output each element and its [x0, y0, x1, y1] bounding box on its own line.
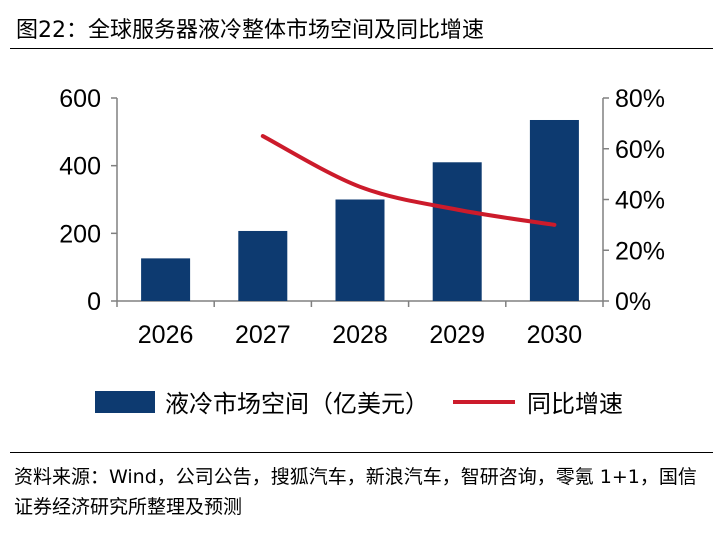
left-axis-tick-label: 400 — [59, 153, 101, 181]
left-axis-tick-label: 200 — [59, 220, 101, 248]
x-axis-tick-label: 2026 — [138, 321, 194, 349]
x-axis-tick-label: 2028 — [332, 321, 388, 349]
growth-line — [260, 134, 557, 227]
chart-legend: 液冷市场空间（亿美元） 同比增速 — [95, 384, 623, 419]
legend-line-label: 同比增速 — [527, 390, 623, 418]
bar-2026 — [141, 258, 191, 301]
title-divider — [10, 48, 713, 49]
x-axis-tick-label: 2027 — [235, 321, 291, 349]
chart-title: 图22：全球服务器液冷整体市场空间及同比增速 — [16, 18, 484, 43]
left-axis-tick-label: 600 — [59, 85, 101, 113]
bar-2028 — [335, 199, 385, 301]
legend-bar-swatch — [95, 390, 155, 413]
right-axis-tick-label: 20% — [615, 237, 665, 265]
x-axis-tick-label: 2030 — [527, 321, 583, 349]
x-axis-tick-label: 2029 — [429, 321, 485, 349]
combo-chart: 0 200 400 600 0% 20% 40% 60% 80% 2026 2027 2028 20… — [59, 85, 665, 349]
right-axis-tick-label: 80% — [615, 85, 665, 113]
bar-2029 — [432, 162, 482, 301]
left-axis-tick-label: 0 — [87, 288, 101, 316]
legend-bar-label: 液冷市场空间（亿美元） — [165, 390, 429, 418]
right-axis-tick-label: 40% — [615, 187, 665, 215]
source-divider — [10, 452, 713, 453]
right-axis-tick-label: 60% — [615, 136, 665, 164]
right-axis-tick-label: 0% — [615, 288, 651, 316]
legend-line-swatch — [453, 399, 515, 404]
bar-2027 — [238, 230, 288, 301]
source-note: 资料来源：Wind，公司公告，搜狐汽车，新浪汽车，智研咨询，零氪 1+1，国信证… — [14, 466, 697, 518]
bar-2030 — [529, 119, 579, 301]
